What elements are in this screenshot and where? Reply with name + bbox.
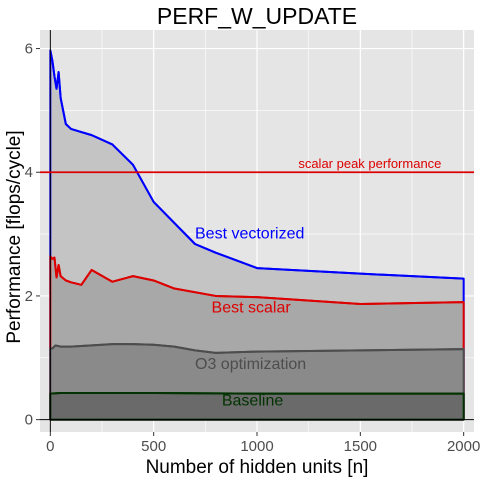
annotation-best-vectorized: Best vectorized bbox=[195, 225, 304, 242]
chart-title: PERF_W_UPDATE bbox=[157, 3, 357, 29]
series-line-baseline bbox=[50, 392, 464, 395]
annotation-baseline: Baseline bbox=[222, 392, 283, 409]
series-line-best-scalar bbox=[49, 255, 464, 305]
x-tick-label: 0 bbox=[46, 438, 54, 455]
y-tick-label: 6 bbox=[25, 41, 33, 58]
plot-area: scalar peak performance Best vectorized Be… bbox=[25, 30, 480, 455]
x-tick-label: 2000 bbox=[447, 438, 480, 455]
x-tick-label: 1500 bbox=[344, 438, 377, 455]
y-tick-label: 0 bbox=[25, 412, 33, 429]
y-axis-label: Performance [flops/cycle] bbox=[4, 130, 25, 343]
annotation-best-scalar: Best scalar bbox=[212, 300, 292, 317]
annotation-scalar-peak-performance: scalar peak performance bbox=[298, 156, 441, 171]
series-line-best-vectorized bbox=[49, 50, 464, 280]
x-axis-label: Number of hidden units [n] bbox=[146, 457, 369, 478]
y-tick-label: 4 bbox=[25, 164, 33, 181]
x-tick-label: 500 bbox=[141, 438, 166, 455]
x-tick-label: 1000 bbox=[240, 438, 273, 455]
annotation-o3-optimization: O3 optimization bbox=[195, 356, 306, 373]
series-line-o3-optimization bbox=[50, 343, 464, 354]
y-tick-label: 2 bbox=[25, 288, 33, 305]
